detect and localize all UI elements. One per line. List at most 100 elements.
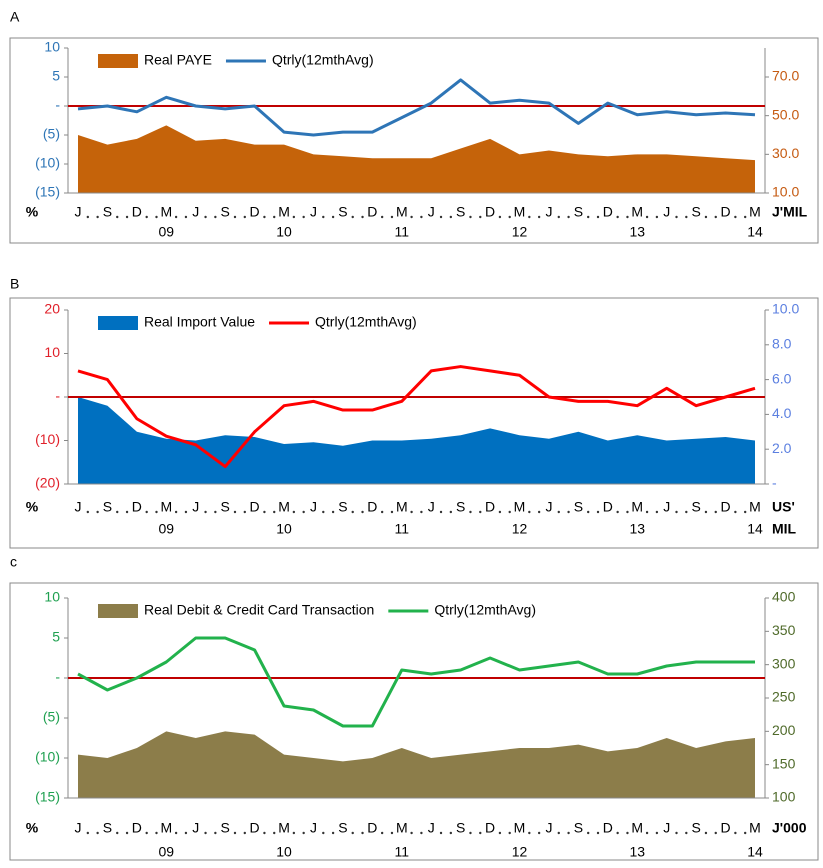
dot xyxy=(86,215,90,219)
y-tick-label: (5) xyxy=(43,126,60,142)
y2-tick-label: 30.0 xyxy=(772,145,799,161)
dot xyxy=(645,510,649,514)
dot xyxy=(528,215,531,219)
area xyxy=(78,397,755,484)
y-tick-label: (10) xyxy=(35,431,60,447)
dot xyxy=(498,215,502,219)
frame xyxy=(9,297,819,549)
dot xyxy=(390,510,394,514)
y-tick-label: (5) xyxy=(43,709,60,725)
x-tick-label: S xyxy=(456,204,465,220)
y2-tick-label: 300 xyxy=(772,655,796,671)
x-tick-label: S xyxy=(221,820,230,836)
year-label: 12 xyxy=(512,521,528,537)
dot xyxy=(361,215,364,219)
year-label: 10 xyxy=(276,521,292,537)
year-label: 13 xyxy=(629,844,645,860)
x-tick-label: J xyxy=(428,204,435,220)
dot xyxy=(380,215,384,219)
y2-unit: US' xyxy=(772,499,795,515)
y2-tick-label: 200 xyxy=(772,722,796,738)
dot xyxy=(528,510,531,514)
x-tick-label: S xyxy=(338,204,347,220)
x-tick-label: S xyxy=(456,499,465,515)
dot xyxy=(645,215,649,219)
dot xyxy=(420,215,423,219)
legend-swatch xyxy=(98,604,138,618)
y2-tick-label: 350 xyxy=(772,622,796,638)
y2-tick-label: 50.0 xyxy=(772,106,799,122)
dot xyxy=(587,215,590,219)
y2-tick-label: 4.0 xyxy=(772,405,792,421)
year-label: 12 xyxy=(512,844,528,860)
dot xyxy=(557,215,560,219)
dot xyxy=(704,215,708,219)
dot xyxy=(96,215,99,219)
dot xyxy=(469,831,472,835)
y2-unit: MIL xyxy=(772,521,797,537)
x-tick-label: D xyxy=(367,204,377,220)
x-tick-label: D xyxy=(485,499,495,515)
dot xyxy=(116,510,119,514)
x-tick-label: J xyxy=(192,820,199,836)
x-tick-label: S xyxy=(338,499,347,515)
y-tick-label: (15) xyxy=(35,184,60,200)
dot xyxy=(439,510,443,514)
x-tick-label: J xyxy=(545,204,552,220)
dot xyxy=(174,215,178,219)
x-tick-label: D xyxy=(367,820,377,836)
x-tick-label: M xyxy=(631,204,643,220)
x-tick-label: J xyxy=(310,204,317,220)
x-tick-label: M xyxy=(749,204,761,220)
x-tick-label: J xyxy=(663,820,670,836)
x-tick-label: D xyxy=(603,499,613,515)
dot xyxy=(675,215,678,219)
dot xyxy=(675,831,678,835)
dot xyxy=(596,510,600,514)
dot xyxy=(498,831,502,835)
dot xyxy=(479,831,482,835)
x-tick-label: D xyxy=(721,820,731,836)
dot xyxy=(420,510,423,514)
dot xyxy=(302,831,305,835)
x-tick-label: J xyxy=(663,204,670,220)
dot xyxy=(243,215,246,219)
x-tick-label: J xyxy=(663,499,670,515)
dot xyxy=(449,831,453,835)
dot xyxy=(204,215,207,219)
x-tick-label: J xyxy=(75,499,82,515)
dot xyxy=(655,831,659,835)
x-tick-label: S xyxy=(103,820,112,836)
dot xyxy=(86,831,90,835)
year-label: 11 xyxy=(395,521,410,537)
dot xyxy=(449,215,453,219)
x-tick-label: S xyxy=(574,204,583,220)
dot xyxy=(449,510,453,514)
x-tick-label: S xyxy=(221,499,230,515)
x-tick-label: J xyxy=(428,820,435,836)
frame xyxy=(9,582,819,861)
dot xyxy=(410,510,413,514)
area xyxy=(78,731,755,798)
dot xyxy=(645,831,649,835)
dot xyxy=(734,510,737,514)
dot xyxy=(675,510,678,514)
x-tick-label: M xyxy=(396,499,408,515)
dot xyxy=(479,510,482,514)
dot xyxy=(351,215,354,219)
dot xyxy=(155,510,158,514)
dot xyxy=(145,831,148,835)
dot xyxy=(685,831,688,835)
dot xyxy=(743,510,747,514)
x-tick-label: M xyxy=(749,499,761,515)
year-label: 09 xyxy=(159,521,175,537)
dot xyxy=(596,831,600,835)
dot xyxy=(380,510,384,514)
x-tick-label: M xyxy=(514,499,526,515)
y-tick-label: (20) xyxy=(35,475,60,491)
dot xyxy=(214,215,217,219)
x-tick-label: J xyxy=(192,204,199,220)
y2-tick-label: 10.0 xyxy=(772,301,799,317)
y2-unit: J'MIL xyxy=(772,204,808,220)
dot xyxy=(273,215,276,219)
